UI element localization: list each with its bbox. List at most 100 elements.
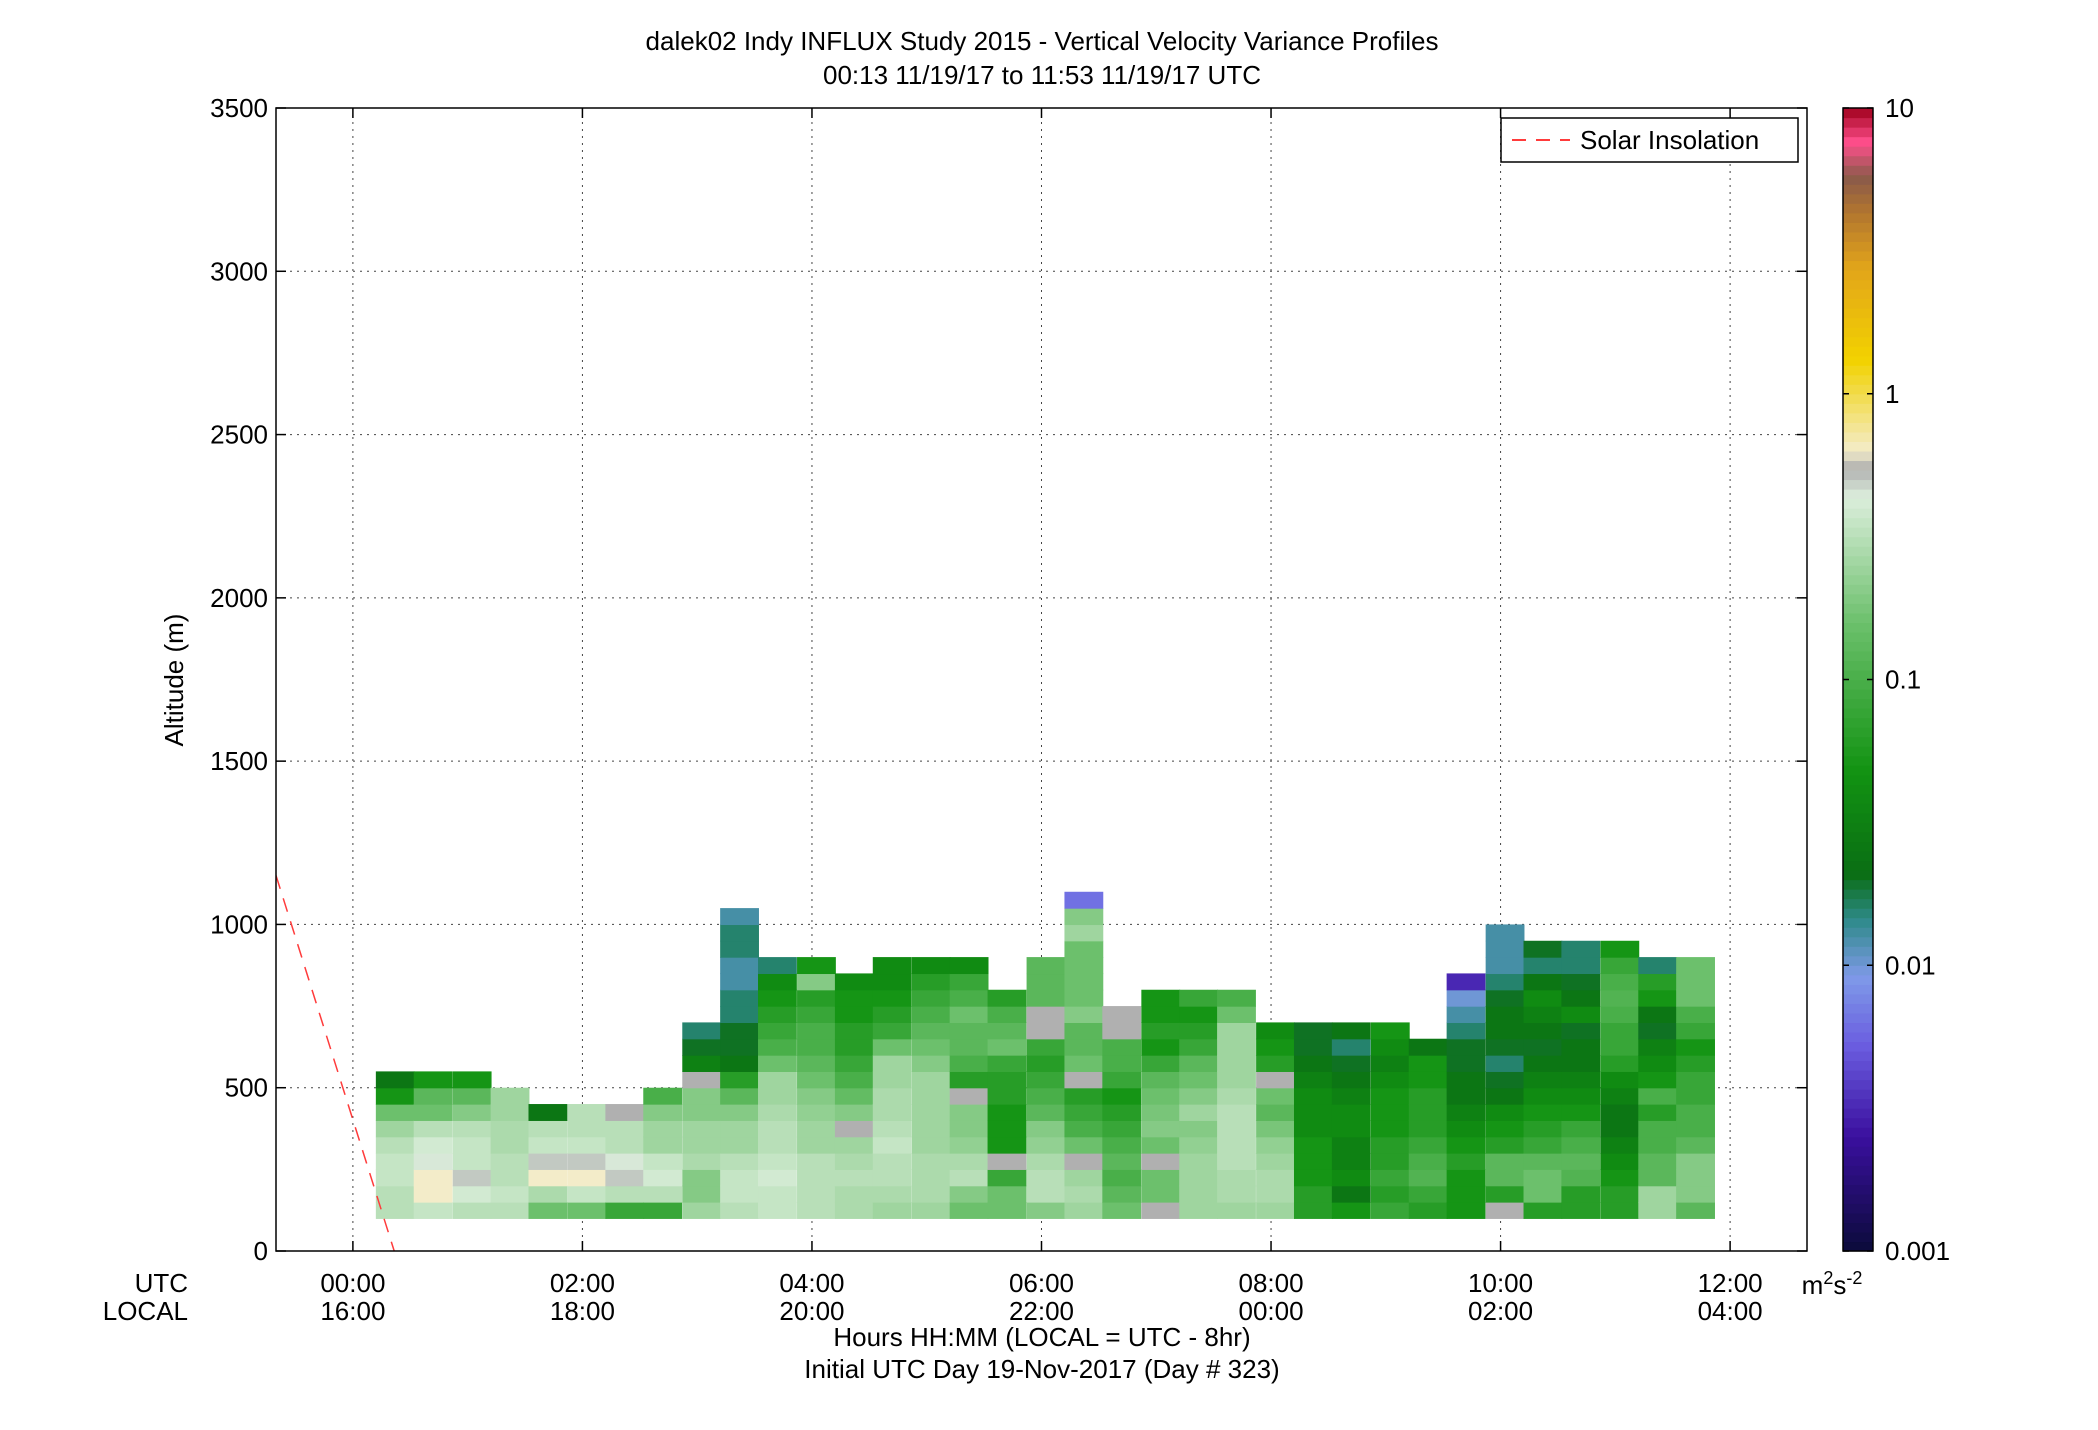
heatmap-cell [452,1071,492,1089]
heatmap-cell [1523,1087,1563,1105]
heatmap-cell [1676,957,1715,975]
heatmap-cell [911,1120,951,1138]
heatmap-cell [834,1038,874,1056]
heatmap-cell [987,1136,1027,1154]
heatmap-cell [911,989,951,1007]
heatmap-cell [987,1104,1027,1121]
colorbar-segment [1843,317,1873,328]
heatmap-cell [1408,1038,1448,1056]
heatmap-cell [1217,989,1256,1007]
y-tick-label: 0 [254,1236,268,1266]
heatmap-cell [1026,957,1066,975]
heatmap-cell [1026,1055,1066,1072]
colorbar-segment [1843,917,1873,928]
heatmap-cell [872,1185,912,1203]
x-tick-label-local: 02:00 [1468,1296,1533,1326]
colorbar-segment [1843,508,1873,519]
colorbar-segment [1843,479,1873,490]
heatmap-cell [911,1169,951,1187]
heatmap-cell [1561,1071,1601,1089]
heatmap-cell [452,1087,492,1105]
heatmap-cell [1676,1202,1715,1219]
colorbar-segment [1843,1022,1873,1033]
heatmap-cell [1485,1071,1525,1089]
x-row-label-utc: UTC [135,1268,188,1298]
colorbar-segment [1843,346,1873,357]
heatmap-cell [413,1202,453,1219]
heatmap-cell [1638,1169,1678,1187]
heatmap-cell [1638,1153,1678,1170]
heatmap-cell [1141,1038,1181,1056]
x-tick-label-local: 18:00 [550,1296,615,1326]
colorbar-segment [1843,908,1873,919]
heatmap-cell [758,1022,797,1040]
heatmap-cell [911,1153,951,1170]
colorbar-segment [1843,384,1873,395]
heatmap-cell [1179,1120,1219,1138]
heatmap-cell [1141,1087,1181,1105]
heatmap-cell [872,1169,912,1187]
heatmap-cell [682,1087,722,1105]
colorbar-segment [1843,812,1873,823]
heatmap-cell [1638,1006,1678,1023]
colorbar-segment [1843,136,1873,147]
heatmap-cell [1026,1153,1066,1170]
colorbar-segment [1843,489,1873,500]
colorbar-segment [1843,774,1873,785]
heatmap-cell [911,1202,951,1219]
heatmap-cell [758,1202,797,1219]
heatmap-cell [911,1136,951,1154]
heatmap-cell [949,1153,989,1170]
heatmap-cell [949,1022,989,1040]
colorbar-segment [1843,1003,1873,1014]
heatmap-cell [1446,1120,1486,1138]
heatmap-cell [1485,940,1525,958]
heatmap-cell [1256,1087,1295,1105]
heatmap-cell [1064,1136,1104,1154]
heatmap-cell [1561,1006,1601,1023]
heatmap-cell [1293,1038,1333,1056]
heatmap-cell [1561,973,1601,991]
colorbar-segment [1843,117,1873,128]
colorbar-segment [1843,517,1873,528]
heatmap-cell [1485,924,1525,942]
colorbar-segment [1843,660,1873,671]
heatmap-cell [758,1071,797,1089]
heatmap-cell [758,1055,797,1072]
heatmap-cell [1293,1022,1333,1040]
heatmap-cell [720,1055,759,1072]
heatmap-cell [949,1038,989,1056]
heatmap-cell [797,1136,836,1154]
heatmap-cell [1102,1120,1142,1138]
legend: Solar Insolation [1500,117,1799,163]
heatmap-cell [1485,1153,1525,1170]
heatmap-cell [1600,957,1640,975]
colorbar-segment [1843,993,1873,1004]
heatmap-cell [797,957,836,975]
heatmap-cell [682,1202,722,1219]
heatmap-cell [911,1055,951,1072]
colorbar-units-base-m: m [1802,1270,1824,1300]
heatmap-cell [834,1087,874,1105]
heatmap-cell [872,1153,912,1170]
heatmap-cell [413,1169,453,1187]
heatmap-cell [1102,1006,1142,1023]
heatmap-cell [949,1136,989,1154]
heatmap-cell [1141,1120,1181,1138]
heatmap-cell [375,1169,415,1187]
heatmap-cell [1331,1169,1371,1187]
heatmap-cell [375,1153,415,1170]
heatmap-cell [987,1071,1027,1089]
colorbar-segment [1843,1127,1873,1138]
heatmap-cell [1523,1185,1563,1203]
heatmap-cell [1179,1136,1219,1154]
colorbar-tick-label: 1 [1885,379,1899,409]
heatmap-cell [1370,1071,1410,1089]
heatmap-cell [1293,1136,1333,1154]
heatmap-cell [567,1169,607,1187]
heatmap-cell [1485,989,1525,1007]
heatmap-cell [528,1185,568,1203]
colorbar-segment [1843,1241,1873,1252]
colorbar-units: m2s-2 [1802,1268,1863,1300]
heatmap-cell [1256,1071,1295,1089]
